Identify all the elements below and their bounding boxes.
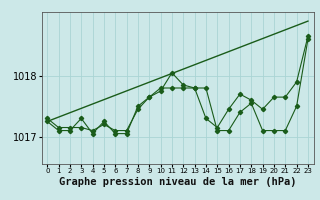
X-axis label: Graphe pression niveau de la mer (hPa): Graphe pression niveau de la mer (hPa) — [59, 177, 296, 187]
